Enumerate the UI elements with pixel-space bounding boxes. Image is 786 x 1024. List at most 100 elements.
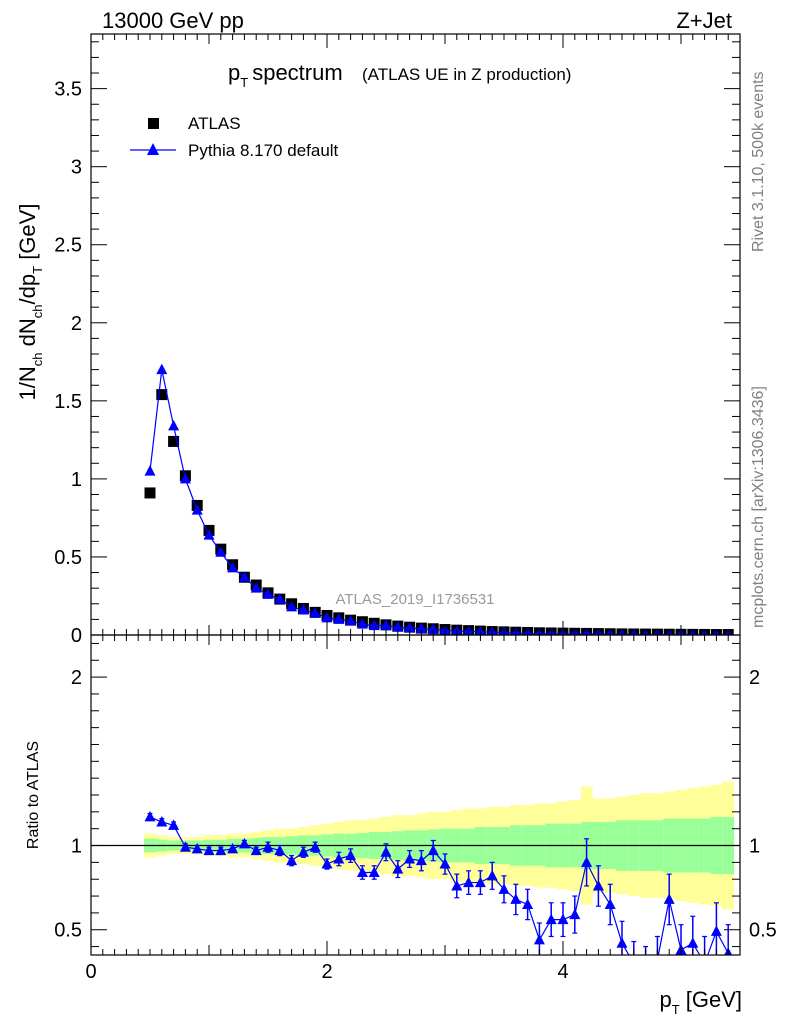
ratio-point <box>297 846 309 857</box>
pythia-point <box>191 504 203 515</box>
pythia-point <box>238 571 250 582</box>
ratio-point <box>156 815 168 827</box>
pythia-point <box>415 622 427 634</box>
x-tick-label: 4 <box>557 961 568 983</box>
ratio-point <box>533 933 545 945</box>
ratio-y-tick-label: 2 <box>71 667 82 689</box>
pythia-point <box>179 472 191 484</box>
ratio-y-tick-label-right: 2 <box>749 667 760 689</box>
rivet-label: Rivet 3.1.10, 500k events <box>750 71 767 252</box>
ratio-point <box>415 854 427 866</box>
ratio-y-tick-label: 1 <box>71 836 82 858</box>
pythia-point <box>427 623 439 635</box>
ratio-point <box>333 853 345 864</box>
y-tick-label: 0 <box>71 625 82 647</box>
ratio-y-tick-label-right: 0.5 <box>749 920 777 942</box>
x-tick-label: 2 <box>321 961 332 983</box>
ratio-panel: 0 2 4 0.5 0.5 1 1 2 2 Ratio to ATLAS pT [GeV] <box>25 634 777 1017</box>
ratio-point <box>368 866 380 877</box>
y-tick-label: 2 <box>71 313 82 335</box>
ratio-point <box>474 876 486 888</box>
x-tick-label: 0 <box>85 961 96 983</box>
pythia-point <box>404 621 416 633</box>
ratio-point <box>392 863 404 874</box>
y-tick-label: 0.5 <box>54 547 82 569</box>
ratio-point <box>215 844 227 856</box>
ratio-point <box>522 898 534 909</box>
ratio-point <box>545 913 557 925</box>
pythia-point <box>309 607 321 618</box>
main-panel: 0 0.5 1 1.5 2 2.5 3 3.5 pT spectrum (ATLAS UE in… <box>15 33 741 649</box>
pythia-point <box>345 614 357 626</box>
ratio-point <box>463 876 475 888</box>
ratio-point <box>557 913 569 925</box>
plot-title: pT spectrum <box>228 60 343 90</box>
pythia-point <box>321 611 333 623</box>
ratio-point <box>451 879 463 891</box>
ratio-y-tick-label: 0.5 <box>54 920 82 942</box>
legend-pythia-marker <box>147 143 159 155</box>
pythia-point <box>297 604 309 615</box>
pythia-point <box>144 465 156 476</box>
ratio-point <box>628 957 639 968</box>
pythia-point <box>380 619 392 631</box>
legend-pythia-label: Pythia 8.170 default <box>188 141 339 160</box>
pythia-point <box>392 621 404 632</box>
ratio-point <box>191 842 203 854</box>
ratio-point <box>710 925 722 936</box>
legend-atlas-label: ATLAS <box>188 114 241 133</box>
y-axis-label: 1/Nch dNch/dpT [GeV] <box>15 204 45 401</box>
main-panel-ticks: 0 0.5 1 1.5 2 2.5 3 3.5 <box>54 34 741 649</box>
pythia-point <box>203 529 215 540</box>
ratio-y-axis-label: Ratio to ATLAS <box>25 741 42 849</box>
analysis-label: ATLAS_2019_I1736531 <box>335 591 494 608</box>
ratio-panel-marks <box>91 781 740 975</box>
pythia-point <box>333 613 345 624</box>
ratio-point <box>404 853 416 864</box>
ratio-point <box>227 842 239 854</box>
ratio-point <box>439 858 451 869</box>
ratio-point <box>604 898 616 909</box>
ratio-point <box>309 841 321 852</box>
atlas-data-point <box>144 487 156 499</box>
pythia-point <box>368 619 380 631</box>
process-label: Z+Jet <box>676 8 732 33</box>
pythia-point <box>274 593 286 604</box>
ratio-point <box>321 858 333 869</box>
ratio-panel-ticks: 0 2 4 0.5 0.5 1 1 2 2 <box>54 642 777 983</box>
ratio-point <box>168 819 180 830</box>
ratio-point <box>262 841 274 852</box>
x-axis-label: pT [GeV] <box>659 987 742 1017</box>
ratio-point <box>286 854 298 866</box>
pythia-point <box>262 588 274 599</box>
pythia-point <box>227 561 239 573</box>
ratio-point <box>203 844 215 856</box>
ratio-point <box>581 856 593 867</box>
y-tick-label: 2.5 <box>54 235 82 257</box>
legend-atlas-marker <box>148 118 159 129</box>
ratio-point <box>687 937 699 948</box>
ratio-point <box>498 883 510 894</box>
ratio-point <box>663 893 675 904</box>
ratio-point <box>640 964 651 975</box>
y-tick-label: 3.5 <box>54 79 82 101</box>
plot-subtitle: (ATLAS UE in Z production) <box>362 65 571 84</box>
ratio-point <box>250 844 262 856</box>
legend: ATLAS Pythia 8.170 default <box>130 114 339 160</box>
ratio-point <box>656 954 658 955</box>
ratio-point <box>486 869 498 881</box>
ratio-point <box>238 837 250 849</box>
energy-label: 13000 GeV pp <box>102 8 244 33</box>
pythia-point <box>286 600 298 612</box>
pythia-point <box>215 546 227 557</box>
y-tick-label: 1.5 <box>54 391 82 413</box>
ratio-point <box>274 844 286 856</box>
ratio-y-tick-label-right: 1 <box>749 836 760 858</box>
ratio-point <box>356 866 368 877</box>
y-tick-label: 3 <box>71 157 82 179</box>
ratio-point <box>144 810 156 822</box>
y-tick-label: 1 <box>71 469 82 491</box>
ratio-point <box>699 957 710 968</box>
pythia-point <box>156 363 168 375</box>
